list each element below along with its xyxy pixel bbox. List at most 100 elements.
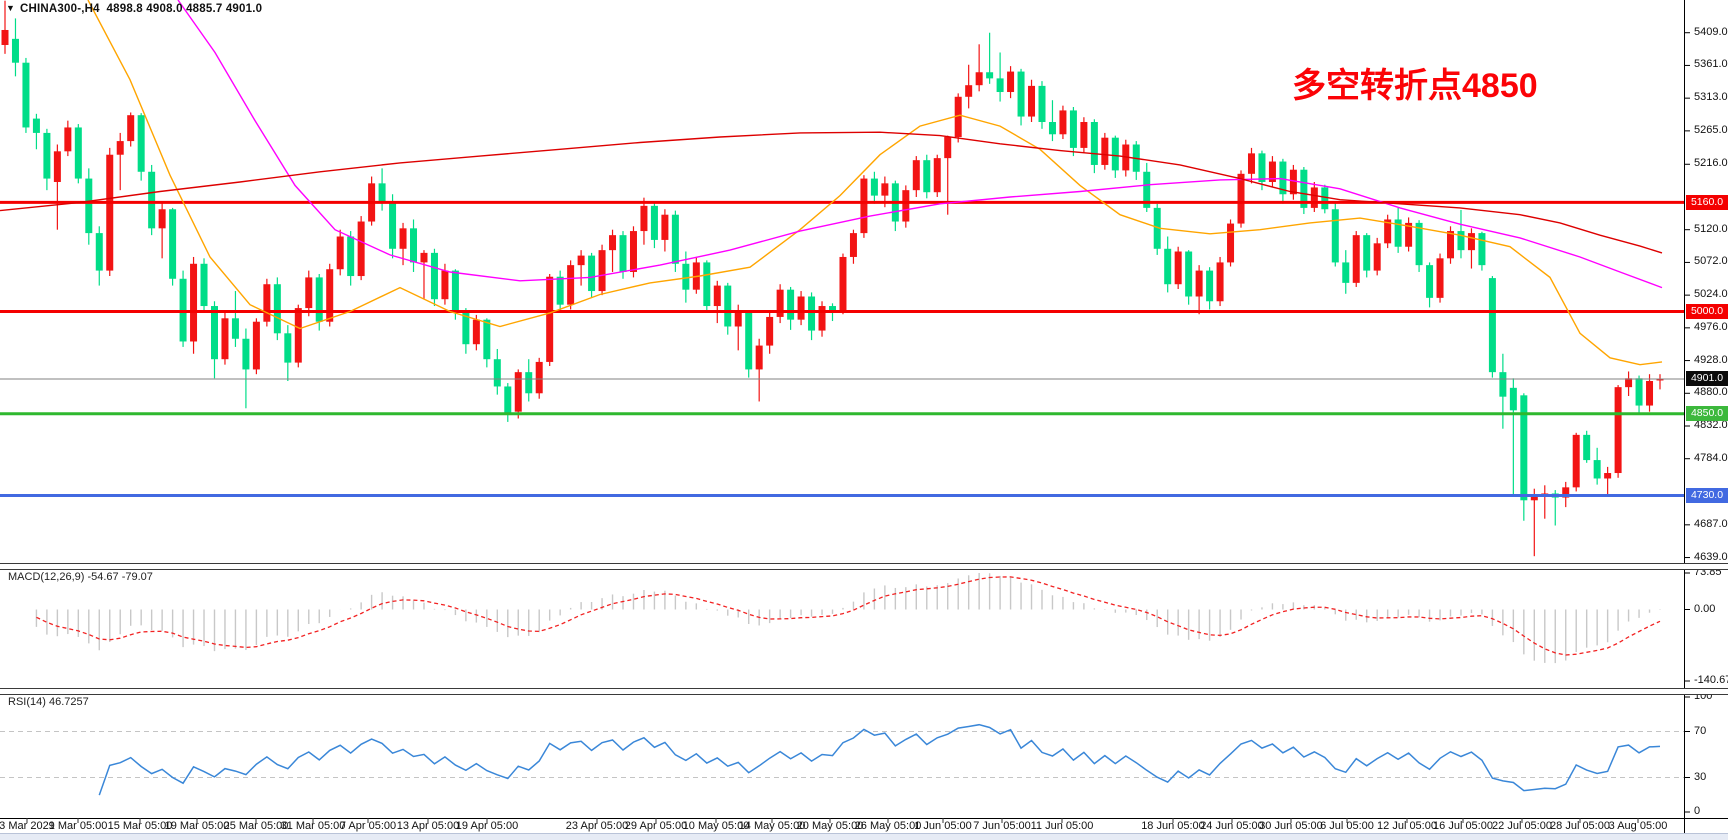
time-tick-label: 19 Apr 05:00 [455,820,519,832]
pane-separator-macd[interactable] [0,563,1728,570]
ma-orange-line [87,0,1663,366]
candle-body [619,235,627,272]
time-tick-label: 26 May 05:00 [854,820,922,832]
candle-body [1583,434,1591,461]
candle-body [954,96,962,138]
candle-body [1174,251,1182,285]
candle-body [1059,110,1067,135]
time-tick-label: 12 Jul 05:00 [1377,820,1437,832]
time-tick-label: 14 May 05:00 [738,820,806,832]
price-tick-label: 5313.0 [1694,91,1728,104]
price-tick-label: 4928.0 [1694,353,1728,366]
price-badge-5160.0: 5160.0 [1686,194,1728,210]
candle-body [808,296,816,331]
time-tick-label: 6 Jul 05:00 [1320,820,1374,832]
candle-body [1604,473,1612,479]
price-badge-4730.0: 4730.0 [1686,488,1728,504]
candle-body [410,228,418,263]
candle-body [148,171,156,229]
candle-body [53,151,61,182]
pane-separator-rsi[interactable] [0,688,1728,695]
candle-body [1069,110,1077,148]
candle-body [1237,173,1245,224]
candle-body [95,233,103,271]
candle-body [1216,262,1224,302]
candle-body [1,29,9,45]
candle-body [776,289,784,317]
price-badge-4850.0: 4850.0 [1686,406,1728,422]
candle-body [1048,122,1056,135]
candle-body [74,127,82,179]
candle-body [420,252,428,263]
symbol-period-label: CHINA300-,H4 [20,3,100,15]
candle-body [504,386,512,414]
candle-body [1467,233,1475,251]
candle-body [556,276,564,305]
candle-body [462,312,470,345]
candle-body [755,345,763,370]
candle-body [231,318,239,339]
candle-body [158,209,166,229]
macd-axis-label: -140.67 [1694,674,1728,686]
candle-body [336,236,344,270]
time-tick-label: 25 Mar 05:00 [223,820,289,832]
candle-body [284,333,292,363]
symbol-dropdown-icon[interactable]: ▼ [6,3,15,13]
candle-body [1415,222,1423,266]
candle-body [588,255,596,292]
candle-body [1080,122,1088,148]
candle-body [703,262,711,307]
candle-body [1090,122,1098,165]
candle-body [535,361,543,394]
candle-body [190,263,198,342]
candle-body [294,308,302,363]
candle-body [829,306,836,311]
candle-body [1310,187,1318,208]
candle-body [661,214,669,240]
candle-body [797,296,805,320]
candle-body [273,284,281,334]
rsi-indicator-label: RSI(14) 46.7257 [8,696,89,708]
ma-red-line [0,131,1663,254]
candle-body [1258,153,1266,182]
ohlc-values: 4898.8 4908.0 4885.7 4901.0 [106,3,263,15]
candle-body [996,78,1004,93]
candle-body [210,306,218,360]
candle-body [1279,161,1287,195]
candle-body [326,269,334,322]
time-tick-label: 15 Mar 05:00 [107,820,173,832]
candle-body [650,205,658,240]
candle-body [713,285,721,307]
price-tick-label: 5409.0 [1694,25,1728,38]
candle-body [1028,85,1036,117]
annotation-text[interactable]: 多空转折点4850 [1292,67,1538,105]
candle-body [347,236,355,277]
candle-body [1447,231,1455,259]
candle-body [567,265,575,305]
candle-body [860,178,868,234]
candle-body [1153,207,1161,249]
candle-body [1405,222,1413,247]
candle-body [787,289,795,320]
candle-body [1426,265,1434,298]
candle-body [1656,378,1664,381]
candle-body [1520,395,1528,501]
candle-body [1457,231,1465,251]
candlestick-series [1,0,1664,557]
time-tick-label: 9 Mar 05:00 [48,820,108,832]
candle-body [609,235,617,251]
time-tick-label: 7 Jun 05:00 [973,820,1031,832]
candle-body [682,263,690,290]
price-tick-label: 4687.0 [1694,517,1728,530]
candle-body [1017,71,1025,117]
candle-body [1206,270,1214,302]
candle-body [430,252,438,300]
candle-body [1268,161,1276,182]
candle-body [441,270,449,300]
candle-body [493,359,501,387]
candle-body [745,312,753,370]
time-tick-label: 7 Apr 05:00 [339,820,397,832]
time-tick-label: 28 Jul 05:00 [1550,820,1610,832]
